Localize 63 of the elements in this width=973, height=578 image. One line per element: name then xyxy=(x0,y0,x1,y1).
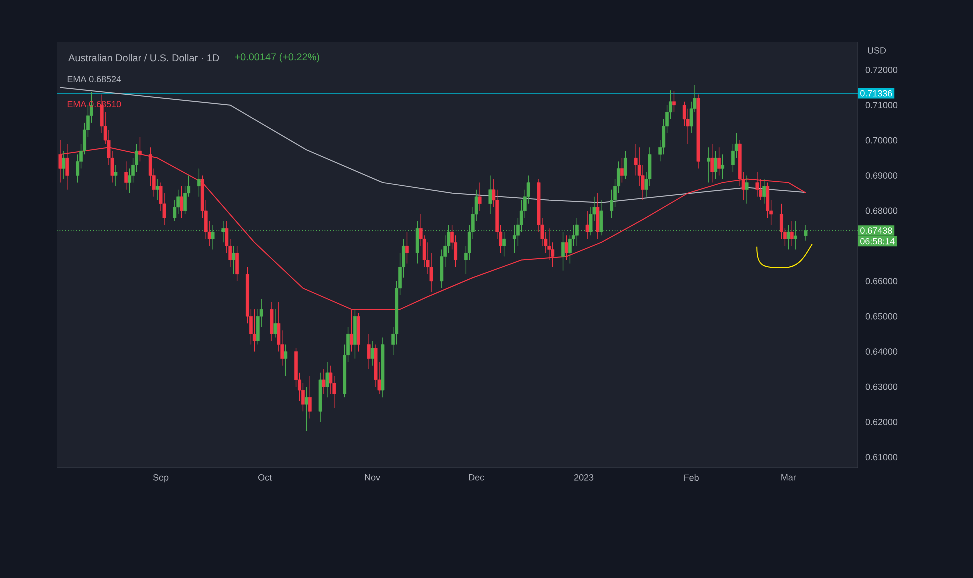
x-tick-label: Feb xyxy=(684,474,699,482)
candlestick xyxy=(565,235,568,261)
candlestick xyxy=(672,90,676,113)
candlestick xyxy=(707,147,711,184)
candlestick xyxy=(502,232,506,258)
candlestick xyxy=(304,386,308,432)
candlestick xyxy=(180,186,184,218)
y-tick-label: 0.72000 xyxy=(866,66,898,74)
candlestick xyxy=(562,232,565,272)
candlestick xyxy=(762,178,766,204)
candlestick xyxy=(367,334,371,370)
x-tick-label: Nov xyxy=(365,474,380,481)
candlestick xyxy=(284,344,288,377)
y-tick-label: 0.71000 xyxy=(866,102,898,109)
candlestick xyxy=(406,232,409,264)
candlestick xyxy=(586,210,590,240)
candlestick xyxy=(624,150,628,180)
text: +0.00147 (+0.22%) xyxy=(235,53,320,63)
x-tick-label: Dec xyxy=(469,474,484,481)
y-tick-label: 0.68000 xyxy=(866,208,898,214)
candlestick xyxy=(156,178,160,201)
candlestick xyxy=(710,144,714,184)
x-tick-label: Mar xyxy=(782,474,796,481)
text: Australian Dollar / U.S. Dollar · 1D xyxy=(68,54,220,62)
candlestick xyxy=(488,175,492,215)
candlestick xyxy=(718,147,722,176)
line-series xyxy=(60,87,806,204)
y-tick-label: 0.69000 xyxy=(866,172,898,179)
y-tick-label: 0.63000 xyxy=(866,384,898,390)
candlestick xyxy=(370,340,374,366)
candlestick xyxy=(745,175,749,204)
series-label: EMA 0.68524 xyxy=(68,76,122,83)
candlestick xyxy=(790,221,794,247)
ref-line-label: 0.67438 xyxy=(860,228,892,234)
candlestick xyxy=(756,172,760,198)
candlestick xyxy=(236,246,240,282)
x-tick-label: Sep xyxy=(153,474,169,483)
candlestick xyxy=(620,158,624,184)
candlestick xyxy=(62,150,66,180)
candlestick xyxy=(721,154,724,180)
y-tick-label: 0.62000 xyxy=(866,419,898,426)
y-tick-label: 0.66000 xyxy=(866,278,898,285)
candlestick xyxy=(252,309,256,352)
candlestick xyxy=(326,362,330,398)
ref-line-label: 0.71336 xyxy=(860,90,892,97)
candlestick xyxy=(322,369,326,394)
candlestick xyxy=(222,221,226,244)
candlestick xyxy=(197,168,201,198)
text: 06:58:14 xyxy=(860,238,895,245)
y-tick-label: 0.70000 xyxy=(866,137,898,144)
candlestick xyxy=(714,150,718,180)
x-tick-label: 2023 xyxy=(574,474,594,481)
y-tick-label: 0.64000 xyxy=(866,348,898,355)
candlestick xyxy=(124,161,128,190)
candlestick xyxy=(232,246,236,275)
candlestick xyxy=(114,164,118,187)
candlestick xyxy=(478,182,482,212)
candlestick xyxy=(274,309,278,338)
y-tick-label: 0.65000 xyxy=(866,313,898,320)
x-tick-label: Oct xyxy=(258,474,272,481)
y-axis-title: USD xyxy=(868,48,886,54)
y-tick-label: 0.61000 xyxy=(866,454,898,461)
candlestick xyxy=(308,376,312,420)
